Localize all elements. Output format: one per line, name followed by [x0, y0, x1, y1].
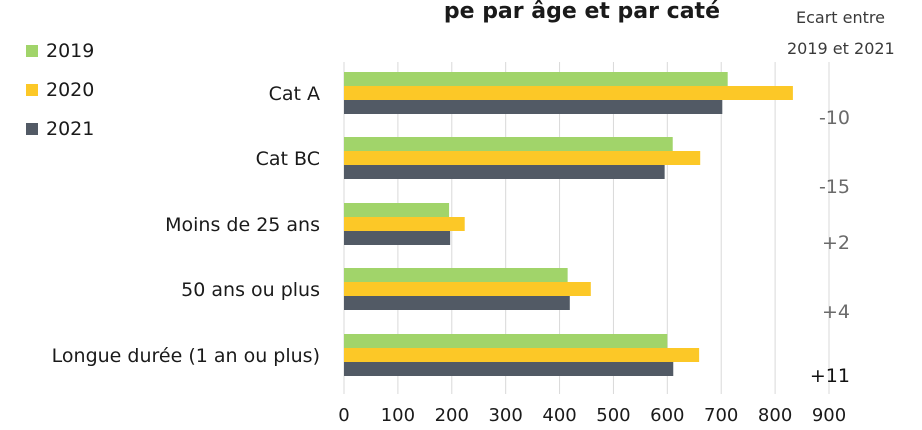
- x-tick-label: 700: [704, 405, 738, 426]
- bar-2019: [344, 334, 668, 348]
- ecart-value: +4: [822, 301, 850, 323]
- bar-2020: [344, 348, 700, 362]
- bar-2021: [344, 231, 451, 245]
- bar-2020: [344, 151, 701, 165]
- x-tick-label: 900: [812, 405, 846, 426]
- bar-2019: [344, 72, 728, 86]
- x-tick-label: 300: [488, 405, 522, 426]
- gridlines: [343, 62, 830, 394]
- x-tick-label: 400: [542, 405, 576, 426]
- x-tick-label: 500: [596, 405, 630, 426]
- x-tick-label: 100: [381, 405, 415, 426]
- bar-2019: [344, 137, 673, 151]
- legend-label-2021: 2021: [46, 118, 94, 140]
- bar-2020: [344, 282, 591, 296]
- bar-2021: [344, 165, 665, 179]
- ecart-value: +2: [822, 232, 850, 254]
- bar-2020: [344, 86, 793, 100]
- category-label: Moins de 25 ans: [165, 214, 320, 236]
- x-axis-ticks: 0 100 200 300 400 500 600 700 800 900: [338, 405, 846, 426]
- bar-2019: [344, 268, 568, 282]
- ecart-header-line2: 2019 et 2021: [787, 39, 895, 58]
- bar-2021: [344, 100, 723, 114]
- category-label: 50 ans ou plus: [181, 279, 320, 301]
- bar-2021: [344, 362, 674, 376]
- x-tick-label: 800: [758, 405, 792, 426]
- ecart-value: +11: [810, 365, 850, 387]
- ecart-values: -10 -15 +2 +4 +11: [810, 107, 850, 387]
- x-tick-label: 0: [338, 405, 349, 426]
- bar-2021: [344, 296, 570, 310]
- legend-label-2019: 2019: [46, 40, 94, 62]
- legend-swatch-2021: [26, 123, 38, 135]
- x-tick-label: 200: [435, 405, 469, 426]
- ecart-header-line1: Ecart entre: [796, 8, 885, 27]
- category-label: Cat BC: [256, 148, 320, 170]
- legend-swatch-2019: [26, 45, 38, 57]
- legend: 2019 2020 2021: [26, 40, 94, 140]
- category-label: Longue durée (1 an ou plus): [52, 345, 320, 367]
- bar-2020: [344, 217, 465, 231]
- ecart-value: -15: [819, 176, 850, 198]
- chart-title: pe par âge et par caté: [444, 0, 720, 24]
- legend-swatch-2020: [26, 84, 38, 96]
- legend-label-2020: 2020: [46, 79, 94, 101]
- ecart-value: -10: [819, 107, 850, 129]
- category-label: Cat A: [269, 83, 320, 105]
- bar-2019: [344, 203, 450, 217]
- category-labels: Cat A Cat BC Moins de 25 ans 50 ans ou plus…: [52, 83, 320, 367]
- bars: [344, 72, 793, 376]
- x-tick-label: 600: [650, 405, 684, 426]
